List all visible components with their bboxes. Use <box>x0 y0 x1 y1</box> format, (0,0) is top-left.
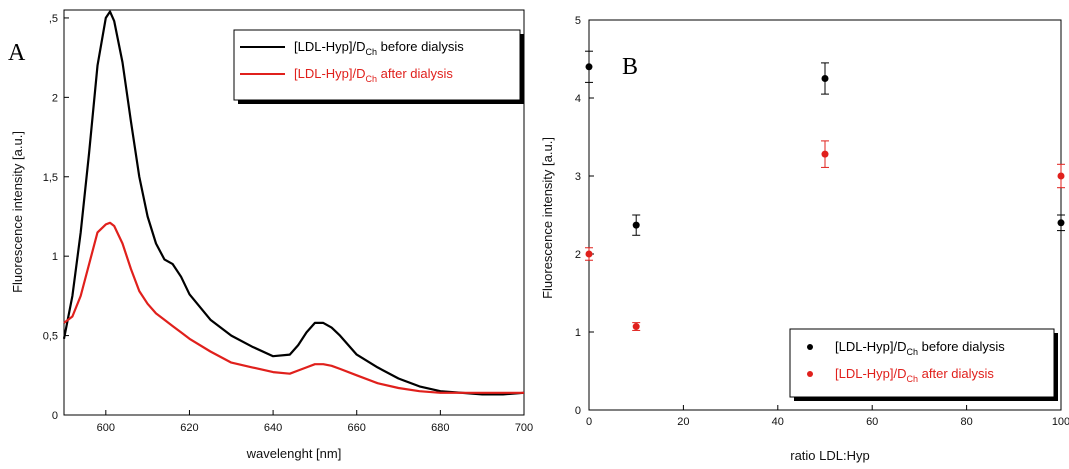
y-tick-label-a: 1 <box>52 251 58 263</box>
data-point-before-dialysis <box>1058 219 1065 226</box>
data-point-after-dialysis <box>1058 173 1065 180</box>
x-tick-label-a: 600 <box>97 422 115 434</box>
data-point-after-dialysis <box>822 151 829 158</box>
y-tick-label-a: 1,5 <box>43 172 58 184</box>
x-tick-label-b: 60 <box>866 416 878 428</box>
panel-letter-a: A <box>8 40 26 66</box>
panel-letter-b: B <box>622 54 638 80</box>
x-tick-label-b: 20 <box>677 416 689 428</box>
panel-a: A wavelenght [nm] Fluorescence intensity… <box>8 10 533 461</box>
legend-a: [LDL-Hyp]/DCh before dialysis [LDL-Hyp]/… <box>234 30 524 104</box>
x-tick-label-a: 680 <box>431 422 449 434</box>
legend-shadow-a-right <box>520 34 524 104</box>
data-point-before-dialysis <box>633 222 640 229</box>
panel-b: B ratio LDL:Hyp Fluorescence intensity [… <box>540 15 1069 463</box>
y-axis-title-b: Fluorescence intensity [a.u.] <box>540 137 555 299</box>
x-tick-label-a: 660 <box>348 422 366 434</box>
x-axis-title-a: wavelenght [nm] <box>246 446 342 461</box>
y-tick-label-b: 5 <box>575 15 581 27</box>
x-axis-title-b: ratio LDL:Hyp <box>790 448 869 463</box>
legend-marker-b-before <box>807 344 813 350</box>
y-tick-label-a: 0 <box>52 410 58 422</box>
legend-shadow-a-bottom <box>238 100 524 104</box>
x-tick-label-a: 620 <box>180 422 198 434</box>
y-tick-label-a: ,5 <box>49 13 58 25</box>
y-tick-label-b: 1 <box>575 327 581 339</box>
data-point-before-dialysis <box>822 75 829 82</box>
data-point-after-dialysis <box>586 251 593 258</box>
y-tick-label-b: 3 <box>575 171 581 183</box>
data-point-after-dialysis <box>633 323 640 330</box>
y-tick-label-b: 2 <box>575 249 581 261</box>
y-axis-title-a: Fluorescence intensity [a.u.] <box>10 131 25 293</box>
x-tick-label-b: 40 <box>772 416 784 428</box>
data-point-before-dialysis <box>586 63 593 70</box>
x-tick-label-b: 80 <box>960 416 972 428</box>
legend-shadow-b-right <box>1054 333 1058 401</box>
y-tick-label-a: 2 <box>52 92 58 104</box>
x-tick-label-b: 100 <box>1052 416 1069 428</box>
y-tick-label-a: 0,5 <box>43 331 58 343</box>
x-tick-label-a: 700 <box>515 422 533 434</box>
legend-b: [LDL-Hyp]/DCh before dialysis [LDL-Hyp]/… <box>790 329 1058 401</box>
legend-shadow-b-bottom <box>794 397 1058 401</box>
legend-marker-b-after <box>807 371 813 377</box>
y-tick-label-b: 4 <box>575 93 581 105</box>
y-tick-label-b: 0 <box>575 405 581 417</box>
x-tick-label-a: 640 <box>264 422 282 434</box>
x-tick-label-b: 0 <box>586 416 592 428</box>
